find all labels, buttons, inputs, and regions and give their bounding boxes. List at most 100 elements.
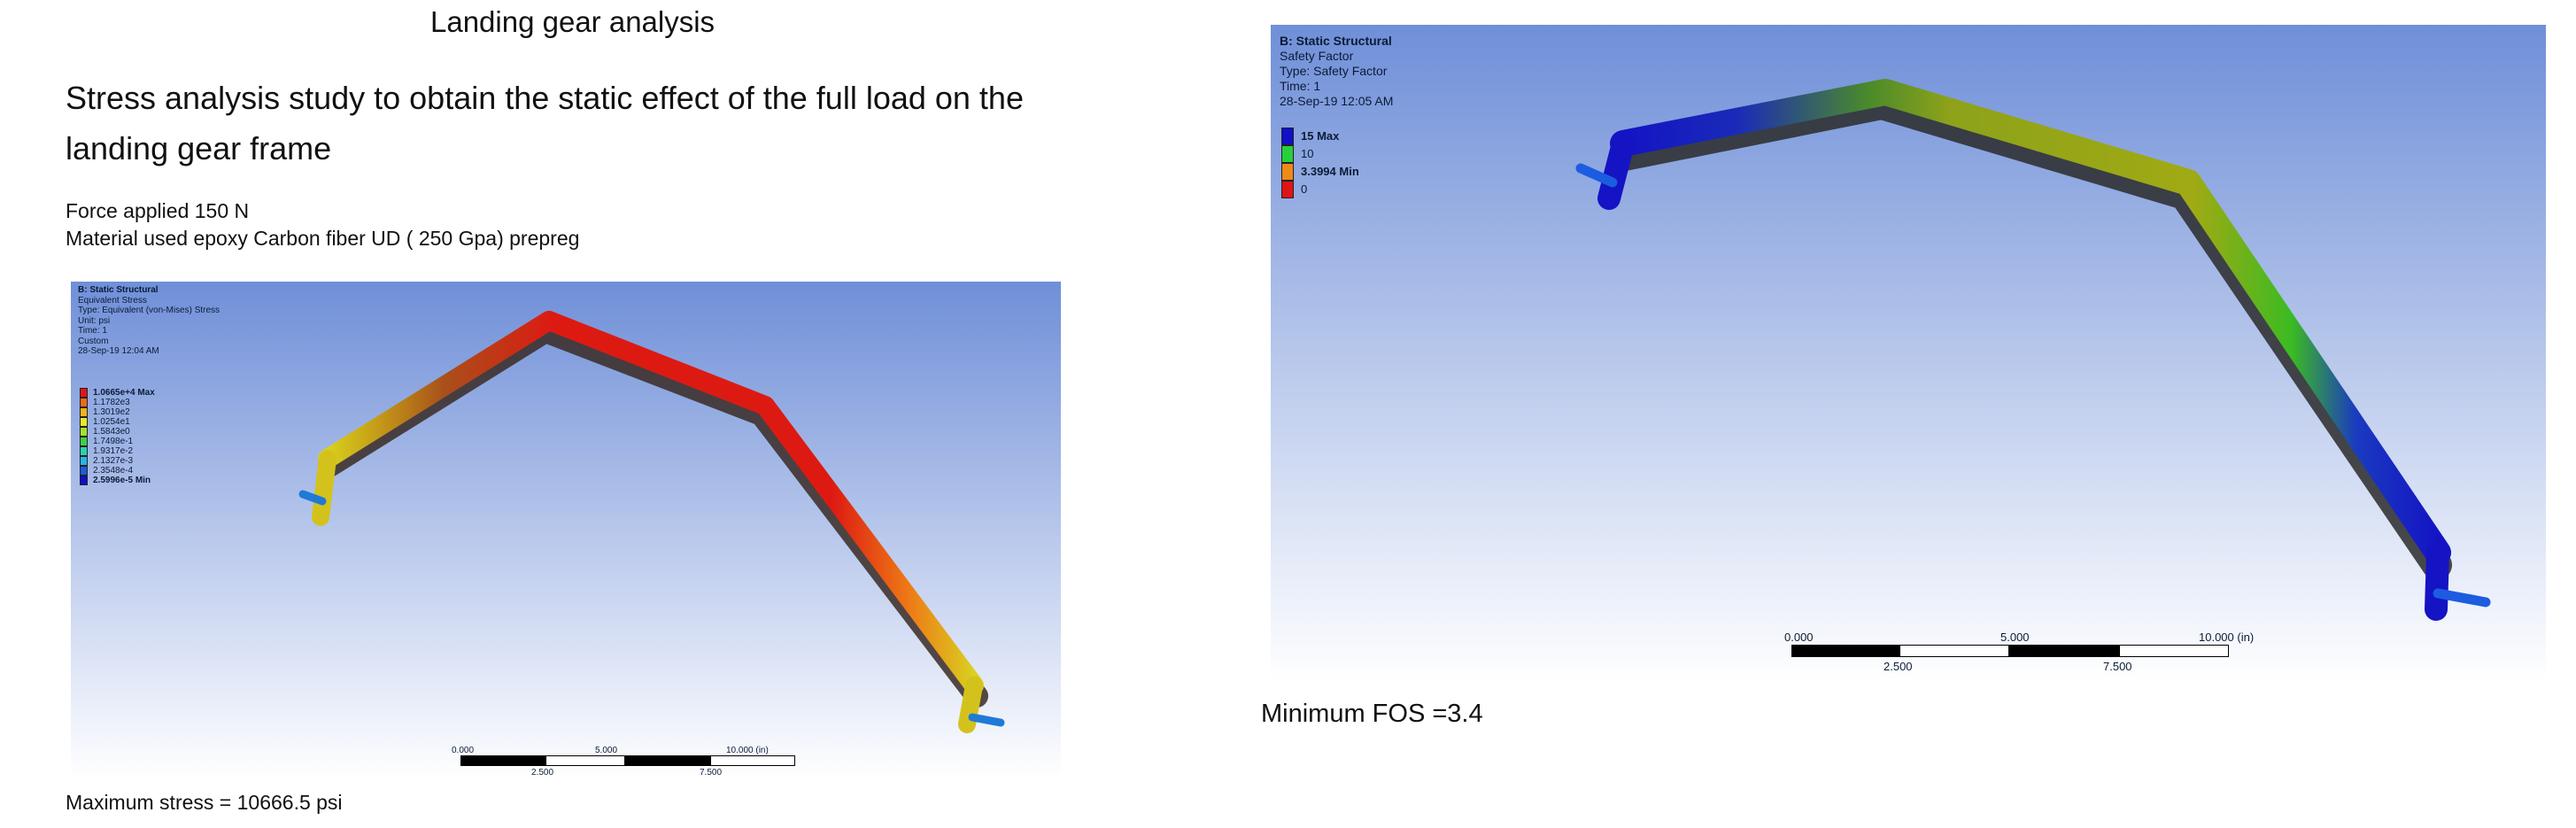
frame-body: [1610, 79, 2451, 566]
legend-label: 2.3548e-4: [93, 466, 134, 476]
legend-label: 1.0254e1: [93, 417, 130, 427]
legend-label: 1.7498e-1: [93, 437, 134, 446]
material-text: Material used epoxy Carbon fiber UD ( 25…: [66, 227, 580, 250]
legend-swatch: [80, 456, 88, 466]
fos-viewport: B: Static Structural Safety Factor Type:…: [1271, 25, 2546, 682]
scale-segment: [710, 755, 795, 766]
legend-label: 1.0665e+4 Max: [93, 388, 155, 398]
fos-legend: 15 Max 10 3.3994 Min 0: [1281, 128, 1359, 198]
frame-body: [318, 311, 984, 695]
info-line: Safety Factor: [1280, 49, 1354, 63]
scale-label: 7.500: [700, 768, 723, 778]
stress-legend: 1.0665e+4 Max 1.1782e3 1.3019e2 1.0254e1 1.5…: [80, 388, 155, 485]
scale-label: 10.000 (in): [726, 746, 769, 755]
legend-swatch: [80, 398, 88, 407]
scale-segment: [460, 755, 545, 766]
scale-label: 0.000: [1784, 631, 1814, 644]
legend-swatch: [80, 427, 88, 437]
info-line: Equivalent Stress: [78, 295, 147, 306]
info-line: B: Static Structural: [1280, 34, 1392, 48]
legend-label: 2.1327e-3: [93, 456, 134, 466]
legend-swatch: [1281, 128, 1294, 145]
legend-label: 1.5843e0: [93, 427, 130, 437]
legend-row: 0: [1281, 181, 1359, 198]
scale-label: 2.500: [1884, 660, 1913, 673]
slide-title: Landing gear analysis: [430, 5, 716, 38]
right-pin: [2433, 588, 2491, 607]
stress-scale-bar: 0.000 5.000 10.000 (in) 2.500 7.500: [452, 746, 795, 779]
right-foot: [2425, 541, 2449, 621]
left-pin: [298, 490, 327, 506]
scale-segment: [1791, 645, 1899, 657]
min-fos-caption: Minimum FOS =3.4: [1261, 700, 1483, 728]
slide-heading: Stress analysis study to obtain the stat…: [66, 73, 1128, 174]
scale-segment: [625, 755, 710, 766]
fos-scale-bar: 0.000 5.000 10.000 (in) 2.500 7.500: [1784, 631, 2255, 682]
legend-swatch: [80, 407, 88, 417]
info-line: Unit: psi: [78, 315, 111, 326]
legend-row: 1.5843e0: [80, 427, 155, 437]
legend-row: 1.1782e3: [80, 398, 155, 407]
legend-swatch: [1281, 163, 1294, 181]
stress-model-render: [71, 282, 1061, 779]
legend-swatch: [80, 476, 88, 485]
legend-row: 2.1327e-3: [80, 456, 155, 466]
info-line: Custom: [78, 336, 109, 346]
legend-swatch: [80, 437, 88, 446]
legend-row: 1.0254e1: [80, 417, 155, 427]
legend-row: 2.5996e-5 Min: [80, 476, 155, 485]
info-line: Type: Safety Factor: [1280, 64, 1388, 78]
legend-label: 0: [1301, 182, 1308, 196]
legend-label: 1.9317e-2: [93, 446, 134, 456]
legend-label: 3.3994 Min: [1301, 165, 1359, 178]
legend-row: 1.7498e-1: [80, 437, 155, 446]
info-line: Time: 1: [78, 326, 107, 336]
legend-label: 15 Max: [1301, 129, 1340, 143]
legend-label: 2.5996e-5 Min: [93, 476, 151, 485]
fos-model-render: [1271, 25, 2546, 682]
force-text: Force applied 150 N: [66, 199, 250, 222]
legend-swatch: [1281, 181, 1294, 198]
left-foot: [312, 450, 337, 526]
legend-swatch: [1281, 145, 1294, 163]
heading-line-2: landing gear frame: [66, 130, 332, 166]
fos-info-block: B: Static Structural Safety Factor Type:…: [1280, 34, 1393, 109]
legend-row: 1.3019e2: [80, 407, 155, 417]
legend-row: 1.0665e+4 Max: [80, 388, 155, 398]
legend-swatch: [80, 388, 88, 398]
scale-segment: [2009, 645, 2119, 657]
scale-label: 10.000 (in): [2199, 631, 2255, 644]
legend-label: 1.1782e3: [93, 398, 130, 407]
scale-segment: [545, 755, 625, 766]
info-line: 28-Sep-19 12:04 AM: [78, 346, 159, 356]
scale-label: 0.000: [452, 746, 475, 755]
info-line: B: Static Structural: [78, 285, 159, 295]
right-foot: [958, 677, 983, 733]
legend-row: 10: [1281, 145, 1359, 163]
left-foot: [1597, 132, 1635, 210]
legend-row: 3.3994 Min: [1281, 163, 1359, 181]
legend-row: 2.3548e-4: [80, 466, 155, 476]
legend-label: 1.3019e2: [93, 407, 130, 417]
legend-swatch: [80, 417, 88, 427]
left-pin: [1575, 163, 1618, 188]
scale-segment: [2119, 645, 2229, 657]
scale-label: 7.500: [2103, 660, 2132, 673]
legend-swatch: [80, 466, 88, 476]
scale-segment: [1899, 645, 2009, 657]
stress-viewport: B: Static Structural Equivalent Stress T…: [71, 282, 1061, 779]
legend-row: 15 Max: [1281, 128, 1359, 145]
setup-details: Force applied 150 N Material used epoxy …: [66, 197, 579, 252]
info-line: Time: 1: [1280, 79, 1321, 93]
scale-label: 5.000: [595, 746, 618, 755]
legend-row: 1.9317e-2: [80, 446, 155, 456]
info-line: Type: Equivalent (von-Mises) Stress: [78, 306, 220, 315]
right-pin: [968, 713, 1005, 727]
stress-info-block: B: Static Structural Equivalent Stress T…: [78, 285, 220, 357]
legend-swatch: [80, 446, 88, 456]
legend-label: 10: [1301, 147, 1314, 160]
scale-label: 5.000: [2000, 631, 2030, 644]
info-line: 28-Sep-19 12:05 AM: [1280, 94, 1394, 108]
heading-line-1: Stress analysis study to obtain the stat…: [66, 80, 1024, 116]
max-stress-caption: Maximum stress = 10666.5 psi: [66, 791, 343, 814]
